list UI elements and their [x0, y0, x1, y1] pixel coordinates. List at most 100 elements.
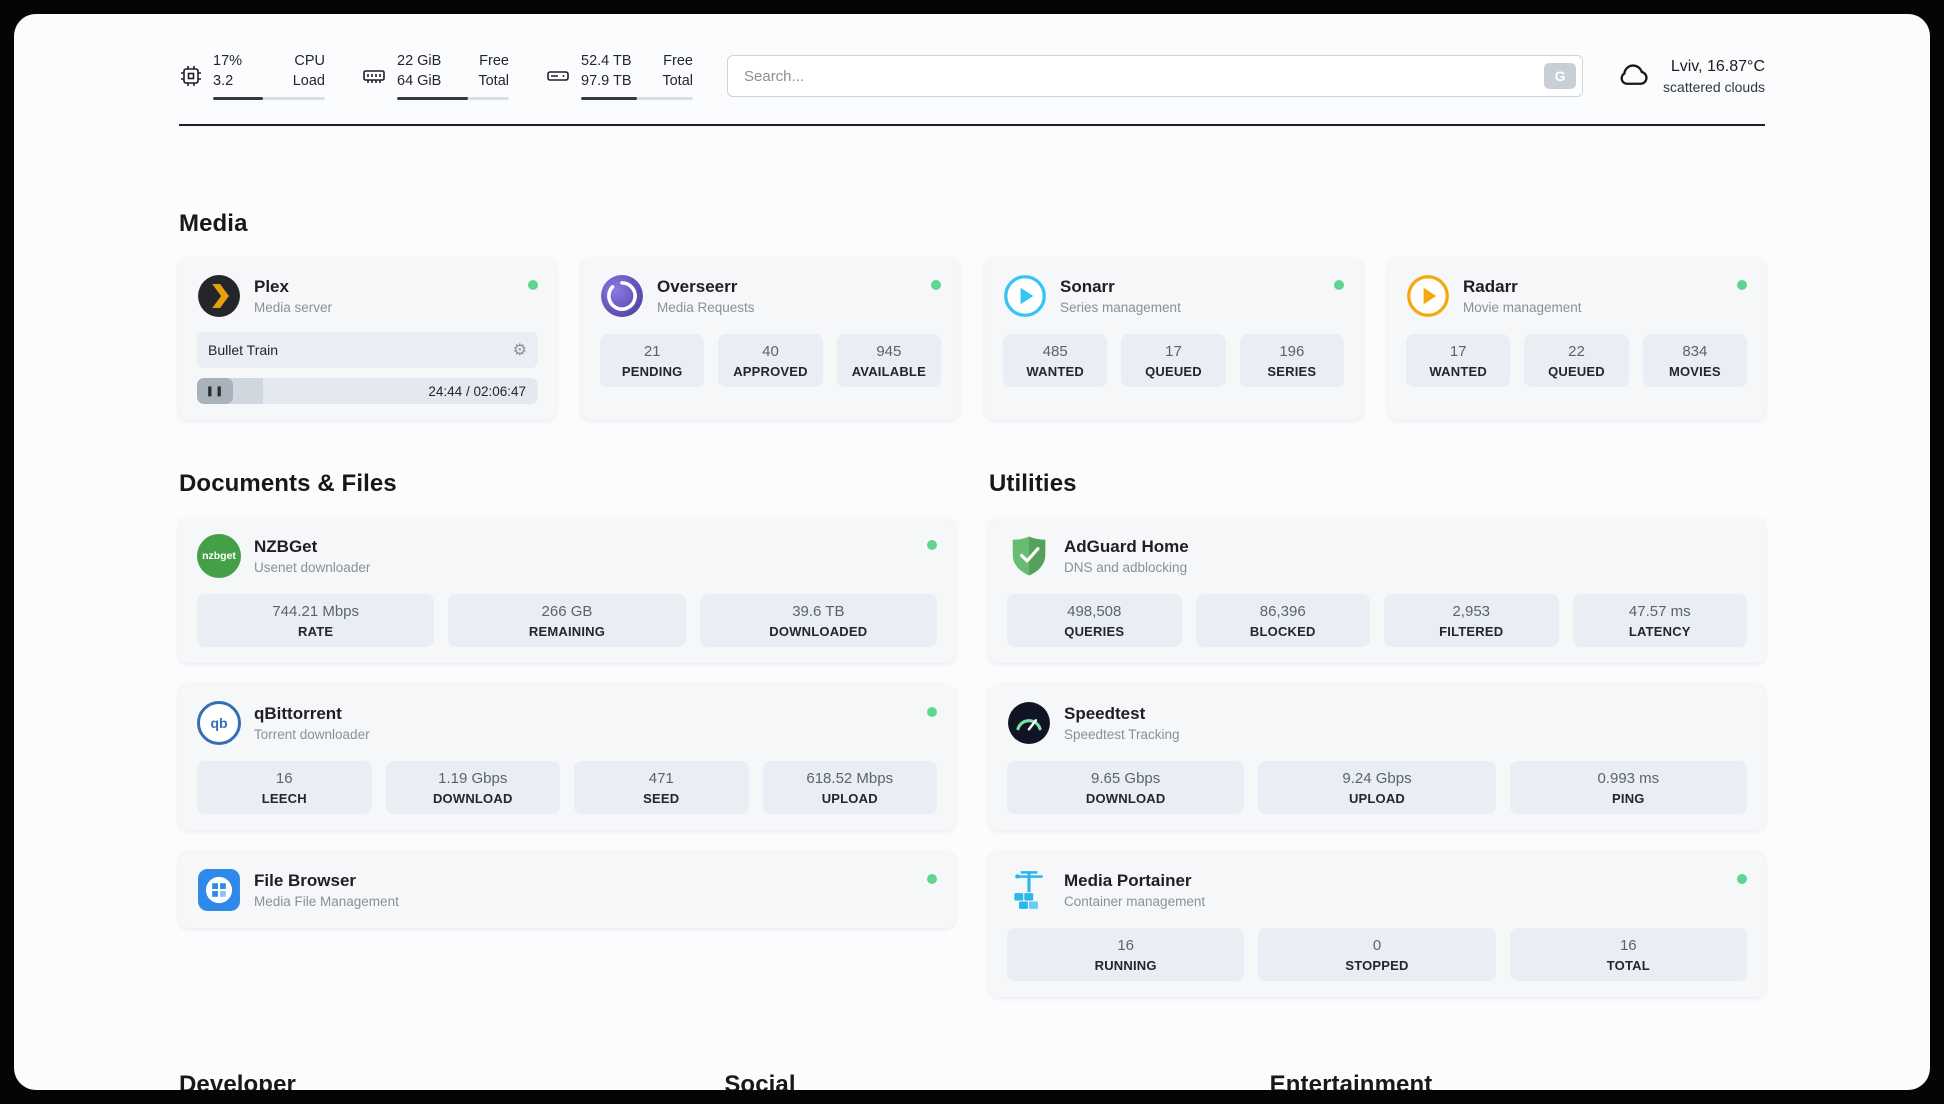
cpu-progress-track — [213, 97, 325, 101]
stat-box: 40 APPROVED — [718, 334, 823, 388]
overseerr-card[interactable]: Overseerr Media Requests 21 PENDING 40 A… — [582, 258, 959, 421]
stat-box: 86,396 BLOCKED — [1195, 594, 1370, 648]
cpu-load-value: 3.2 — [213, 72, 234, 89]
stat-box: 9.65 Gbps DOWNLOAD — [1007, 761, 1245, 815]
app-name: Sonarr — [1060, 277, 1115, 297]
disk-widget: 52.4 TB 97.9 TB Free Total — [545, 52, 693, 101]
search-input[interactable] — [727, 55, 1584, 98]
ram-free-value: 22 GiB — [397, 53, 442, 69]
stat-box: 196 SERIES — [1239, 334, 1344, 388]
qbittorrent-icon: qb — [197, 701, 241, 746]
app-name: NZBGet — [254, 537, 318, 557]
disk-total-value: 97.9 TB — [581, 72, 632, 89]
stat-box: 485 WANTED — [1003, 334, 1108, 388]
system-widgets: 17% 3.2 CPU Load — [179, 52, 693, 101]
plex-now-playing: Bullet Train ⚙ ❚❚ 24:44 / 02:06:47 — [197, 332, 538, 405]
disk-free-value: 52.4 TB — [581, 53, 632, 69]
media-section-title: Media — [179, 210, 248, 238]
stat-box: 21 PENDING — [600, 334, 705, 388]
stat-box: 17 QUEUED — [1121, 334, 1226, 388]
app-subtitle: Media server — [254, 300, 333, 316]
status-dot — [927, 874, 937, 885]
status-dot — [927, 707, 937, 718]
pause-icon[interactable]: ❚❚ — [197, 378, 233, 405]
status-dot — [528, 280, 538, 291]
adguard-icon — [1007, 534, 1051, 578]
ram-widget: 22 GiB 64 GiB Free Total — [361, 52, 509, 101]
app-subtitle: Torrent downloader — [254, 727, 370, 743]
weather-location: Lviv, 16.87°C — [1670, 57, 1765, 75]
nzbget-icon: nzbget — [197, 534, 241, 579]
documents-section: Documents & Files nzbget NZBGet Usenet d… — [179, 470, 955, 929]
stat-box: 744.21 Mbps RATE — [197, 594, 435, 648]
ram-progress-track — [397, 97, 509, 101]
sonarr-card[interactable]: Sonarr Series management 485 WANTED 17 Q… — [985, 258, 1362, 421]
adguard-card[interactable]: AdGuard Home DNS and adblocking 498,508 … — [989, 518, 1765, 664]
plex-card[interactable]: Plex Media server Bullet Train ⚙ ❚❚ 24:4… — [179, 258, 556, 421]
portainer-card[interactable]: Media Portainer Container management 16 … — [989, 852, 1765, 998]
topbar-divider — [179, 124, 1765, 127]
disk-label-2: Total — [662, 72, 693, 89]
stat-box: 0.993 ms PING — [1509, 761, 1747, 815]
cpu-label-1: CPU — [294, 53, 325, 69]
filebrowser-icon — [197, 868, 241, 912]
nzbget-card[interactable]: nzbget NZBGet Usenet downloader 744.21 M… — [179, 518, 955, 664]
entertainment-section-title: Entertainment — [1269, 1071, 1433, 1090]
app-name: Speedtest — [1064, 704, 1146, 724]
status-dot — [1737, 874, 1747, 885]
stat-box: 498,508 QUERIES — [1007, 594, 1182, 648]
stat-box: 47.57 ms LATENCY — [1572, 594, 1747, 648]
developer-section: Developer GH Github github.com SO StackO… — [179, 1071, 674, 1090]
stat-box: 16 RUNNING — [1007, 928, 1245, 982]
search-engine-badge[interactable]: G — [1544, 63, 1577, 90]
now-playing-title: Bullet Train — [208, 342, 279, 359]
app-name: Plex — [254, 277, 289, 297]
stat-box: 618.52 Mbps UPLOAD — [762, 761, 937, 815]
entertainment-section: Entertainment YT YouTube youtube.com NF … — [1270, 1071, 1765, 1090]
stat-box: 0 STOPPED — [1258, 928, 1496, 982]
ram-icon — [361, 64, 387, 88]
stat-box: 17 WANTED — [1406, 334, 1511, 388]
app-name: Overseerr — [657, 277, 738, 297]
app-subtitle: Speedtest Tracking — [1064, 727, 1180, 743]
speedtest-icon — [1007, 701, 1051, 745]
media-section: Media Plex Media server — [179, 210, 1765, 421]
status-dot — [1334, 280, 1344, 291]
filebrowser-card[interactable]: File Browser Media File Management — [179, 852, 955, 929]
stat-box: 834 MOVIES — [1642, 334, 1747, 388]
sonarr-icon — [1003, 274, 1047, 318]
overseerr-icon — [600, 274, 644, 318]
stat-box: 1.19 Gbps DOWNLOAD — [385, 761, 560, 815]
stat-box: 16 TOTAL — [1509, 928, 1747, 982]
app-subtitle: Series management — [1060, 300, 1181, 316]
stat-box: 945 AVAILABLE — [836, 334, 941, 388]
disk-label-1: Free — [663, 53, 693, 69]
speedtest-card[interactable]: Speedtest Speedtest Tracking 9.65 Gbps D… — [989, 685, 1765, 831]
playback-progress-bar[interactable]: ❚❚ 24:44 / 02:06:47 — [197, 378, 538, 405]
ram-progress-fill — [397, 97, 468, 101]
stat-box: 16 LEECH — [197, 761, 372, 815]
app-subtitle: Media File Management — [254, 894, 399, 910]
app-name: Radarr — [1463, 277, 1518, 297]
search-box: G — [727, 55, 1584, 98]
radarr-card[interactable]: Radarr Movie management 17 WANTED 22 QUE… — [1388, 258, 1765, 421]
cloud-icon — [1617, 61, 1651, 92]
social-section: Social LI LinkedIn linkedin.com TW Twitt… — [724, 1071, 1219, 1090]
cpu-progress-fill — [213, 97, 264, 101]
cpu-label-2: Load — [292, 72, 325, 89]
app-name: Media Portainer — [1064, 871, 1192, 891]
app-name: AdGuard Home — [1064, 537, 1189, 557]
ram-label-2: Total — [478, 72, 509, 89]
plex-icon — [197, 274, 241, 318]
status-dot — [927, 540, 937, 551]
stat-box: 471 SEED — [574, 761, 749, 815]
topbar: 17% 3.2 CPU Load — [179, 52, 1765, 101]
disk-progress-fill — [581, 97, 637, 101]
dashboard-page: 17% 3.2 CPU Load — [14, 14, 1930, 1090]
qbittorrent-card[interactable]: qb qBittorrent Torrent downloader 16 LEE… — [179, 685, 955, 831]
gear-icon[interactable]: ⚙ — [512, 342, 527, 360]
stat-box: 22 QUEUED — [1524, 334, 1629, 388]
weather-widget: Lviv, 16.87°C scattered clouds — [1617, 58, 1765, 95]
app-subtitle: Container management — [1064, 894, 1206, 910]
documents-section-title: Documents & Files — [179, 470, 397, 498]
